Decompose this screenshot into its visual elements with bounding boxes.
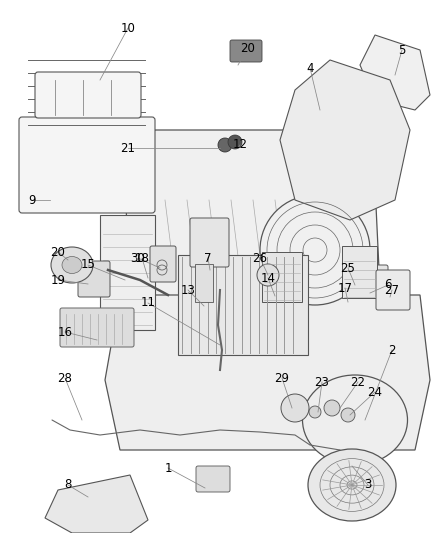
- FancyBboxPatch shape: [356, 265, 388, 297]
- Text: 26: 26: [252, 252, 268, 264]
- FancyBboxPatch shape: [196, 466, 230, 492]
- Bar: [100, 215, 155, 330]
- Bar: [195, 264, 213, 302]
- Text: 25: 25: [341, 262, 356, 274]
- Text: 22: 22: [350, 376, 365, 389]
- FancyBboxPatch shape: [150, 246, 176, 282]
- Text: 30: 30: [131, 252, 145, 264]
- Ellipse shape: [257, 264, 279, 286]
- Text: 19: 19: [50, 273, 66, 287]
- Polygon shape: [280, 60, 410, 220]
- FancyBboxPatch shape: [19, 117, 155, 213]
- Text: 1: 1: [164, 462, 172, 474]
- Text: 12: 12: [233, 139, 247, 151]
- Circle shape: [324, 400, 340, 416]
- Text: 20: 20: [240, 42, 255, 54]
- Text: 5: 5: [398, 44, 406, 56]
- Text: 15: 15: [81, 259, 95, 271]
- Polygon shape: [45, 475, 148, 533]
- Text: 24: 24: [367, 385, 382, 399]
- Bar: [178, 255, 308, 355]
- Circle shape: [309, 406, 321, 418]
- Polygon shape: [105, 295, 430, 450]
- Text: 3: 3: [364, 479, 372, 491]
- Text: 11: 11: [141, 296, 155, 310]
- Text: 8: 8: [64, 479, 72, 491]
- Circle shape: [228, 135, 242, 149]
- FancyBboxPatch shape: [190, 218, 229, 267]
- Text: 17: 17: [338, 281, 353, 295]
- Text: 29: 29: [275, 372, 290, 384]
- Text: 7: 7: [204, 252, 212, 264]
- Ellipse shape: [308, 449, 396, 521]
- Text: 20: 20: [50, 246, 65, 259]
- Polygon shape: [125, 130, 380, 310]
- FancyBboxPatch shape: [230, 40, 262, 62]
- Ellipse shape: [218, 138, 232, 152]
- Circle shape: [281, 394, 309, 422]
- Circle shape: [341, 408, 355, 422]
- FancyBboxPatch shape: [376, 270, 410, 310]
- Text: 10: 10: [120, 21, 135, 35]
- Text: 6: 6: [384, 279, 392, 292]
- Bar: [262, 252, 302, 302]
- Ellipse shape: [303, 375, 407, 465]
- Text: 23: 23: [314, 376, 329, 389]
- FancyBboxPatch shape: [35, 72, 141, 118]
- Text: 13: 13: [180, 284, 195, 296]
- Text: 16: 16: [57, 326, 73, 338]
- Ellipse shape: [51, 247, 93, 283]
- Text: 28: 28: [57, 372, 72, 384]
- Text: 2: 2: [388, 343, 396, 357]
- FancyBboxPatch shape: [78, 261, 110, 297]
- Bar: [342, 246, 377, 298]
- Ellipse shape: [62, 256, 82, 273]
- Text: 21: 21: [120, 141, 135, 155]
- Text: 27: 27: [385, 284, 399, 296]
- FancyBboxPatch shape: [60, 308, 134, 347]
- Ellipse shape: [260, 195, 370, 305]
- Text: 14: 14: [261, 271, 276, 285]
- Text: 18: 18: [134, 252, 149, 264]
- Polygon shape: [360, 35, 430, 110]
- Text: 9: 9: [28, 193, 36, 206]
- Text: 4: 4: [306, 61, 314, 75]
